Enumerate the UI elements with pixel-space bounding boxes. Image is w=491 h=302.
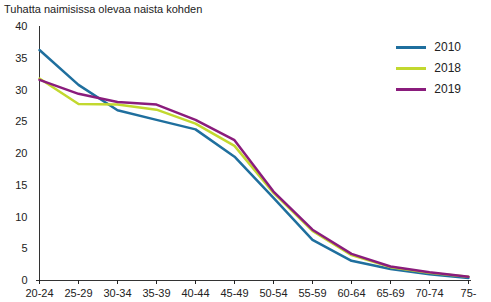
svg-text:40: 40 (15, 20, 27, 32)
html-text:2010: 2010 (434, 40, 461, 54)
svg-text:35: 35 (15, 52, 27, 64)
svg-text:75-: 75- (461, 287, 477, 299)
svg-text:40-44: 40-44 (181, 287, 209, 299)
svg-text:20-24: 20-24 (25, 287, 53, 299)
svg-text:65-69: 65-69 (376, 287, 404, 299)
html-text:2018: 2018 (434, 61, 461, 75)
svg-text:25: 25 (15, 115, 27, 127)
svg-text:55-59: 55-59 (298, 287, 326, 299)
svg-text:0: 0 (21, 274, 27, 286)
svg-text:5: 5 (21, 242, 27, 254)
svg-text:35-39: 35-39 (142, 287, 170, 299)
svg-text:25-29: 25-29 (64, 287, 92, 299)
html-text:Tuhatta naimisissa olevaa nais: Tuhatta naimisissa olevaa naista kohden (4, 3, 203, 15)
svg-text:60-64: 60-64 (337, 287, 365, 299)
svg-text:45-49: 45-49 (220, 287, 248, 299)
svg-text:20: 20 (15, 147, 27, 159)
svg-text:15: 15 (15, 179, 27, 191)
svg-text:70-74: 70-74 (415, 287, 443, 299)
svg-text:30: 30 (15, 84, 27, 96)
svg-text:10: 10 (15, 211, 27, 223)
svg-text:30-34: 30-34 (103, 287, 131, 299)
html-text:2019: 2019 (434, 82, 461, 96)
svg-text:50-54: 50-54 (259, 287, 287, 299)
